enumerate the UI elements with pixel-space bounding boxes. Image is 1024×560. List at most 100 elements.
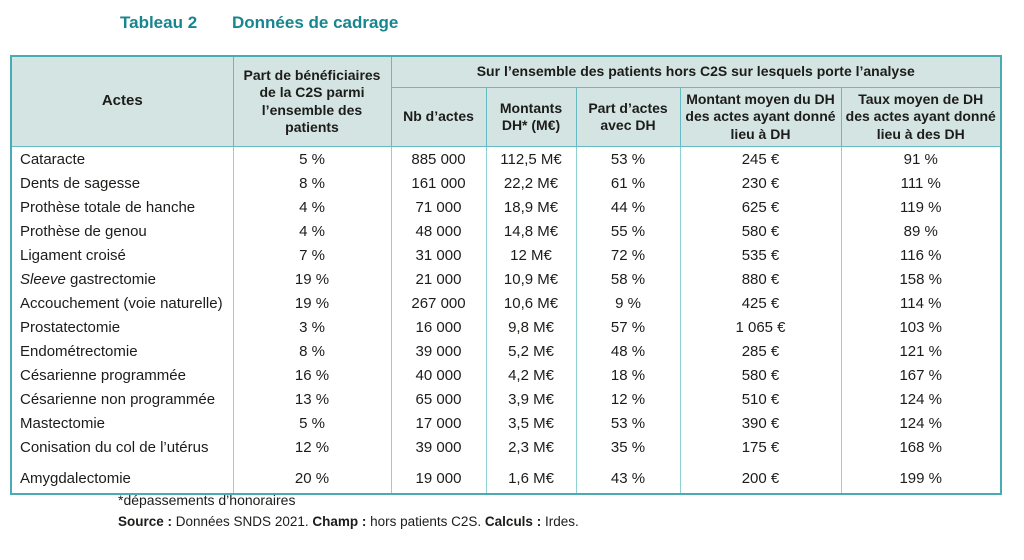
cell-value: 200 € xyxy=(679,459,842,494)
cell-value: 72 % xyxy=(575,243,681,267)
cell-value: 3,9 M€ xyxy=(485,387,577,411)
table-row: Cataracte 5 % 885 000 112,5 M€ 53 % 245 €91 % xyxy=(10,146,1002,171)
cell-value: 16 % xyxy=(232,363,392,387)
cell-value: 18,9 M€ xyxy=(485,195,577,219)
cell-acte: Cataracte xyxy=(10,146,234,171)
cell-acte: Amygdalectomie xyxy=(10,459,234,494)
column-header: Taux moyen de DH des actes ayant donné l… xyxy=(840,87,1002,147)
cell-acte: Endométrectomie xyxy=(10,339,234,363)
table-header: Actes Part de bénéficiaires de la C2S pa… xyxy=(10,55,1002,147)
cell-value: 230 € xyxy=(679,171,842,195)
footnote-asterisk: *dépassements d’honoraires xyxy=(118,492,296,508)
cell-value: 31 000 xyxy=(390,243,487,267)
cell-value: 91 % xyxy=(840,146,1002,171)
cell-value: 14,8 M€ xyxy=(485,219,577,243)
cell-value: 245 € xyxy=(679,146,842,171)
cell-value: 535 € xyxy=(679,243,842,267)
cell-value: 71 000 xyxy=(390,195,487,219)
cell-value: 5,2 M€ xyxy=(485,339,577,363)
header-row-sub: Nb d’actes Montants DH* (M€) Part d’actes … xyxy=(11,87,1002,147)
column-header: Nb d’actes xyxy=(390,87,487,147)
cell-value: 7 % xyxy=(232,243,392,267)
cell-value: 53 % xyxy=(575,411,681,435)
cell-value: 114 % xyxy=(840,291,1002,315)
cell-acte: Dents de sagesse xyxy=(10,171,234,195)
cell-value: 65 000 xyxy=(390,387,487,411)
table-row: Ligament croisé 7 % 31 000 12 M€ 72 % 535 €11… xyxy=(10,243,1002,267)
table-row: Mastectomie 5 % 17 000 3,5 M€ 53 % 390 €124 % xyxy=(10,411,1002,435)
cell-acte: Césarienne non programmée xyxy=(10,387,234,411)
cell-value: 35 % xyxy=(575,435,681,459)
table-row: Prothèse totale de hanche 4 % 71 000 18,9 M… xyxy=(10,195,1002,219)
column-header-group: Sur l’ensemble des patients hors C2S sur… xyxy=(390,55,1002,88)
table-row: Accouchement (voie naturelle) 19 % 267 000… xyxy=(10,291,1002,315)
cell-value: 116 % xyxy=(840,243,1002,267)
cell-value: 10,9 M€ xyxy=(485,267,577,291)
cell-value: 58 % xyxy=(575,267,681,291)
cell-value: 53 % xyxy=(575,146,681,171)
cell-value: 625 € xyxy=(679,195,842,219)
cell-value: 4,2 M€ xyxy=(485,363,577,387)
cell-acte: Mastectomie xyxy=(10,411,234,435)
cell-value: 3,5 M€ xyxy=(485,411,577,435)
cell-acte: Accouchement (voie naturelle) xyxy=(10,291,234,315)
cell-value: 57 % xyxy=(575,315,681,339)
cell-value: 175 € xyxy=(679,435,842,459)
data-table: Actes Part de bénéficiaires de la C2S pa… xyxy=(10,55,1002,495)
cell-value: 5 % xyxy=(232,411,392,435)
source-text: hors patients C2S. xyxy=(366,514,485,529)
cell-acte: Prothèse de genou xyxy=(10,219,234,243)
header-row-top: Actes Part de bénéficiaires de la C2S pa… xyxy=(10,55,1002,147)
source-label: Champ : xyxy=(312,514,367,529)
cell-value: 2,3 M€ xyxy=(485,435,577,459)
cell-value: 40 000 xyxy=(390,363,487,387)
cell-acte: Ligament croisé xyxy=(10,243,234,267)
cell-value: 19 000 xyxy=(390,459,487,494)
cell-value: 22,2 M€ xyxy=(485,171,577,195)
column-header: Part d’actes avec DH xyxy=(575,87,681,147)
cell-value: 12 M€ xyxy=(485,243,577,267)
cell-value: 119 % xyxy=(840,195,1002,219)
table-title: Tableau 2 Données de cadrage xyxy=(120,13,398,33)
column-header: Montants DH* (M€) xyxy=(485,87,577,147)
source-label: Source : xyxy=(118,514,173,529)
cell-value: 267 000 xyxy=(390,291,487,315)
cell-value: 19 % xyxy=(232,291,392,315)
cell-value: 580 € xyxy=(679,219,842,243)
table-row: Césarienne programmée 16 % 40 000 4,2 M€ 18 … xyxy=(10,363,1002,387)
cell-value: 167 % xyxy=(840,363,1002,387)
cell-acte: Césarienne programmée xyxy=(10,363,234,387)
cell-value: 39 000 xyxy=(390,339,487,363)
source-text: Irdes. xyxy=(541,514,579,529)
cell-value: 18 % xyxy=(575,363,681,387)
table-row: Prostatectomie 3 % 16 000 9,8 M€ 57 % 1 065 €… xyxy=(10,315,1002,339)
cell-value: 21 000 xyxy=(390,267,487,291)
cell-value: 89 % xyxy=(840,219,1002,243)
cell-value: 4 % xyxy=(232,195,392,219)
cell-value: 20 % xyxy=(232,459,392,494)
cell-value: 425 € xyxy=(679,291,842,315)
cell-value: 5 % xyxy=(232,146,392,171)
cell-acte: Prothèse totale de hanche xyxy=(10,195,234,219)
cell-value: 17 000 xyxy=(390,411,487,435)
cell-value: 103 % xyxy=(840,315,1002,339)
cell-value: 12 % xyxy=(232,435,392,459)
cell-acte: Prostatectomie xyxy=(10,315,234,339)
table-row: Amygdalectomie 20 % 19 000 1,6 M€ 43 % 200 €1… xyxy=(10,459,1002,494)
column-header-c2s-share: Part de bénéficiaires de la C2S parmi l’… xyxy=(232,55,392,147)
cell-value: 43 % xyxy=(575,459,681,494)
cell-value: 1 065 € xyxy=(679,315,842,339)
table-row: Dents de sagesse 8 % 161 000 22,2 M€ 61 % 230… xyxy=(10,171,1002,195)
cell-value: 885 000 xyxy=(390,146,487,171)
table-row: Prothèse de genou 4 % 48 000 14,8 M€ 55 % 580… xyxy=(10,219,1002,243)
column-header: Montant moyen du DH des actes ayant donn… xyxy=(679,87,842,147)
cell-value: 112,5 M€ xyxy=(485,146,577,171)
cell-value: 124 % xyxy=(840,387,1002,411)
cell-value: 580 € xyxy=(679,363,842,387)
source-label: Calculs : xyxy=(484,514,542,529)
cell-value: 390 € xyxy=(679,411,842,435)
cell-value: 158 % xyxy=(840,267,1002,291)
cell-value: 16 000 xyxy=(390,315,487,339)
cell-value: 124 % xyxy=(840,411,1002,435)
